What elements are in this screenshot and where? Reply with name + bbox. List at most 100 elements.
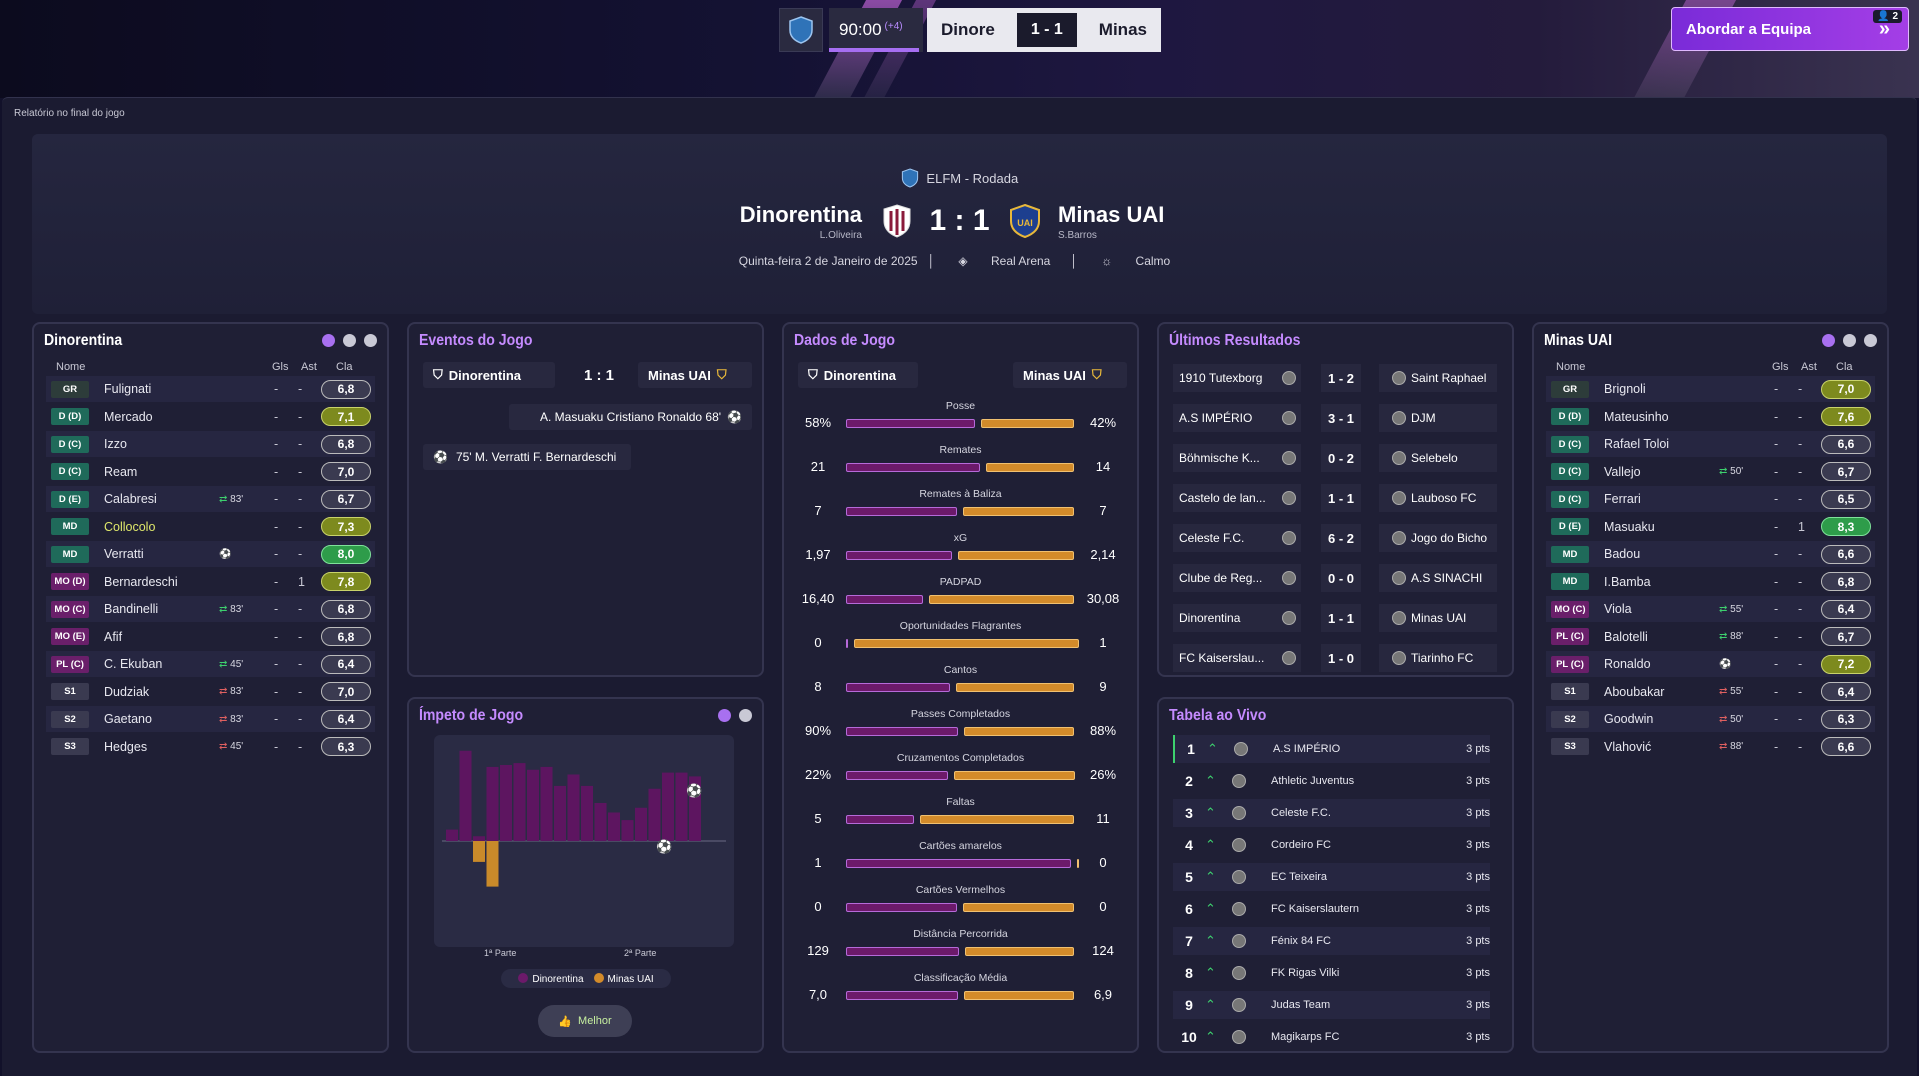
player-row[interactable]: MO (C) Viola ⇄ 55' - - 6,4 [1546,596,1875,622]
table-row[interactable]: 3 ⌃ Celeste F.C. 3 pts [1173,799,1490,827]
player-row[interactable]: GR Fulignati - - 6,8 [46,376,375,402]
table-row[interactable]: 2 ⌃ Athletic Juventus 3 pts [1173,767,1490,795]
table-row[interactable]: 7 ⌃ Fénix 84 FC 3 pts [1173,927,1490,955]
player-name[interactable]: Rafael Toloi [1604,437,1670,451]
player-name[interactable]: Afif [104,629,123,644]
player-name[interactable]: Fulignati [104,382,152,396]
player-row[interactable]: D (E) Masuaku - 1 8,3 [1546,514,1875,540]
abordar-equipa-button[interactable]: Abordar a Equipa » 👤 2 [1671,7,1909,51]
momentum-home-bar [567,774,580,841]
player-row[interactable]: MD I.Bamba - - 6,8 [1546,569,1875,595]
player-name[interactable]: Ronaldo [1604,657,1651,671]
player-row[interactable]: S1 Dudziak ⇄ 83' - - 7,0 [46,679,375,705]
player-row[interactable]: MO (E) Afif - - 6,8 [46,624,375,650]
table-row[interactable]: 6 ⌃ FC Kaiserslautern 3 pts [1173,895,1490,923]
player-row[interactable]: D (C) Vallejo ⇄ 50' - - 6,7 [1546,459,1875,485]
away-team[interactable]: Minas UAI S.Barros [1058,202,1164,241]
player-row[interactable]: PL (C) Ronaldo ⚽ - - 7,2 [1546,651,1875,677]
player-row[interactable]: PL (C) C. Ekuban ⇄ 45' - - 6,4 [46,651,375,677]
goals-value: - [274,437,279,451]
stat-home-value: 58% [804,415,832,430]
event-away-goal[interactable]: A. Masuaku Cristiano Ronaldo 68' ⚽ [509,404,752,430]
result-row[interactable]: Celeste F.C. 6 - 2 Jogo do Bicho [1173,524,1497,554]
result-row[interactable]: FC Kaiserslau... 1 - 0 Tiarinho FC [1173,644,1497,674]
player-row[interactable]: MO (D) Bernardeschi - 1 7,8 [46,569,375,595]
player-name[interactable]: Calabresi [104,492,157,506]
result-row[interactable]: Dinorentina 1 - 1 Minas UAI [1173,604,1497,634]
table-row[interactable]: 1 ⌃ A.S IMPÉRIO 3 pts [1173,735,1490,763]
player-name[interactable]: Vlahović [1604,739,1652,754]
table-points: 3 pts [1466,935,1490,947]
player-row[interactable]: PL (C) Balotelli ⇄ 88' - - 6,7 [1546,624,1875,650]
player-row[interactable]: S3 Vlahović ⇄ 88' - - 6,6 [1546,734,1875,760]
player-name[interactable]: Masuaku [1604,519,1655,534]
player-row[interactable]: D (D) Mercado - - 7,1 [46,404,375,430]
player-row[interactable]: S2 Gaetano ⇄ 83' - - 6,4 [46,706,375,732]
result-away: Jogo do Bicho [1379,524,1497,552]
player-name[interactable]: Badou [1604,547,1641,561]
home-team[interactable]: Dinorentina L.Oliveira [740,202,862,241]
stat-away-bar [986,463,1074,472]
player-name[interactable]: Viola [1604,602,1632,616]
player-name[interactable]: Aboubakar [1604,684,1665,699]
player-name[interactable]: Balotelli [1604,629,1648,644]
position-badge: D (E) [51,490,89,508]
position-badge: PL (C) [1551,655,1589,673]
player-row[interactable]: D (C) Izzo - - 6,8 [46,431,375,457]
player-name[interactable]: Bandinelli [104,602,159,616]
player-row[interactable]: D (D) Mateusinho - - 7,6 [1546,404,1875,430]
player-name[interactable]: Bernardeschi [104,574,178,589]
table-row[interactable]: 8 ⌃ FK Rigas Vilki 3 pts [1173,959,1490,987]
player-name[interactable]: Izzo [104,437,127,451]
player-row[interactable]: S1 Aboubakar ⇄ 55' - - 6,4 [1546,679,1875,705]
table-row[interactable]: 5 ⌃ EC Teixeira 3 pts [1173,863,1490,891]
player-name[interactable]: Mercado [104,409,153,424]
stat-row: Cantos 8 9 [784,664,1137,700]
result-row[interactable]: A.S IMPÉRIO 3 - 1 DJM [1173,404,1497,434]
result-row[interactable]: Clube de Reg... 0 - 0 A.S SINACHI [1173,564,1497,594]
player-row[interactable]: D (C) Ream - - 7,0 [46,459,375,485]
result-row[interactable]: Böhmische K... 0 - 2 Selebelo [1173,444,1497,474]
page-dots[interactable] [1822,334,1877,347]
table-row[interactable]: 10 ⌃ Magikarps FC 3 pts [1173,1023,1490,1051]
player-name[interactable]: I.Bamba [1604,574,1651,589]
scoreboard[interactable]: Dinore 1 - 1 Minas [927,8,1161,52]
player-row[interactable]: MD Collocolo - - 7,3 [46,514,375,540]
player-name[interactable]: Gaetano [104,712,152,726]
competition-logo[interactable] [779,8,823,52]
result-row[interactable]: 1910 Tutexborg 1 - 2 Saint Raphael [1173,364,1497,394]
player-name[interactable]: Collocolo [104,519,156,534]
table-row[interactable]: 4 ⌃ Cordeiro FC 3 pts [1173,831,1490,859]
page-dots[interactable] [322,334,377,347]
page-dots[interactable] [718,709,752,722]
player-row[interactable]: MO (C) Bandinelli ⇄ 83' - - 6,8 [46,596,375,622]
best-button[interactable]: 👍 Melhor [538,1005,632,1037]
player-name[interactable]: Ferrari [1604,492,1641,506]
goals-value: - [1774,629,1779,644]
player-name[interactable]: Verratti [104,547,144,561]
player-row[interactable]: MD Badou - - 6,6 [1546,541,1875,567]
goal-ball-icon[interactable]: ⚽ [685,783,702,798]
stat-row: PADPAD 16,40 30,08 [784,576,1137,612]
trend-up-icon: ⌃ [1205,965,1216,980]
event-home-goal[interactable]: ⚽ 75' M. Verratti F. Bernardeschi [423,444,631,470]
player-row[interactable]: D (E) Calabresi ⇄ 83' - - 6,7 [46,486,375,512]
player-name[interactable]: Hedges [104,739,148,754]
player-row[interactable]: S3 Hedges ⇄ 45' - - 6,3 [46,734,375,760]
result-row[interactable]: Castelo de lan... 1 - 1 Lauboso FC [1173,484,1497,514]
player-name[interactable]: Ream [104,464,138,479]
player-name[interactable]: C. Ekuban [104,657,163,671]
player-name[interactable]: Goodwin [1604,712,1654,726]
player-name[interactable]: Mateusinho [1604,409,1669,424]
player-row[interactable]: MD Verratti ⚽ - - 8,0 [46,541,375,567]
player-row[interactable]: D (C) Ferrari - - 6,5 [1546,486,1875,512]
player-name[interactable]: Vallejo [1604,464,1641,479]
goal-ball-icon[interactable]: ⚽ [655,839,672,854]
player-name[interactable]: Dudziak [104,684,150,699]
table-row[interactable]: 9 ⌃ Judas Team 3 pts [1173,991,1490,1019]
player-row[interactable]: S2 Goodwin ⇄ 50' - - 6,3 [1546,706,1875,732]
player-row[interactable]: D (C) Rafael Toloi - - 6,6 [1546,431,1875,457]
substitution-icon: ⇄ [1719,713,1728,725]
player-row[interactable]: GR Brignoli - - 7,0 [1546,376,1875,402]
player-name[interactable]: Brignoli [1604,382,1646,396]
